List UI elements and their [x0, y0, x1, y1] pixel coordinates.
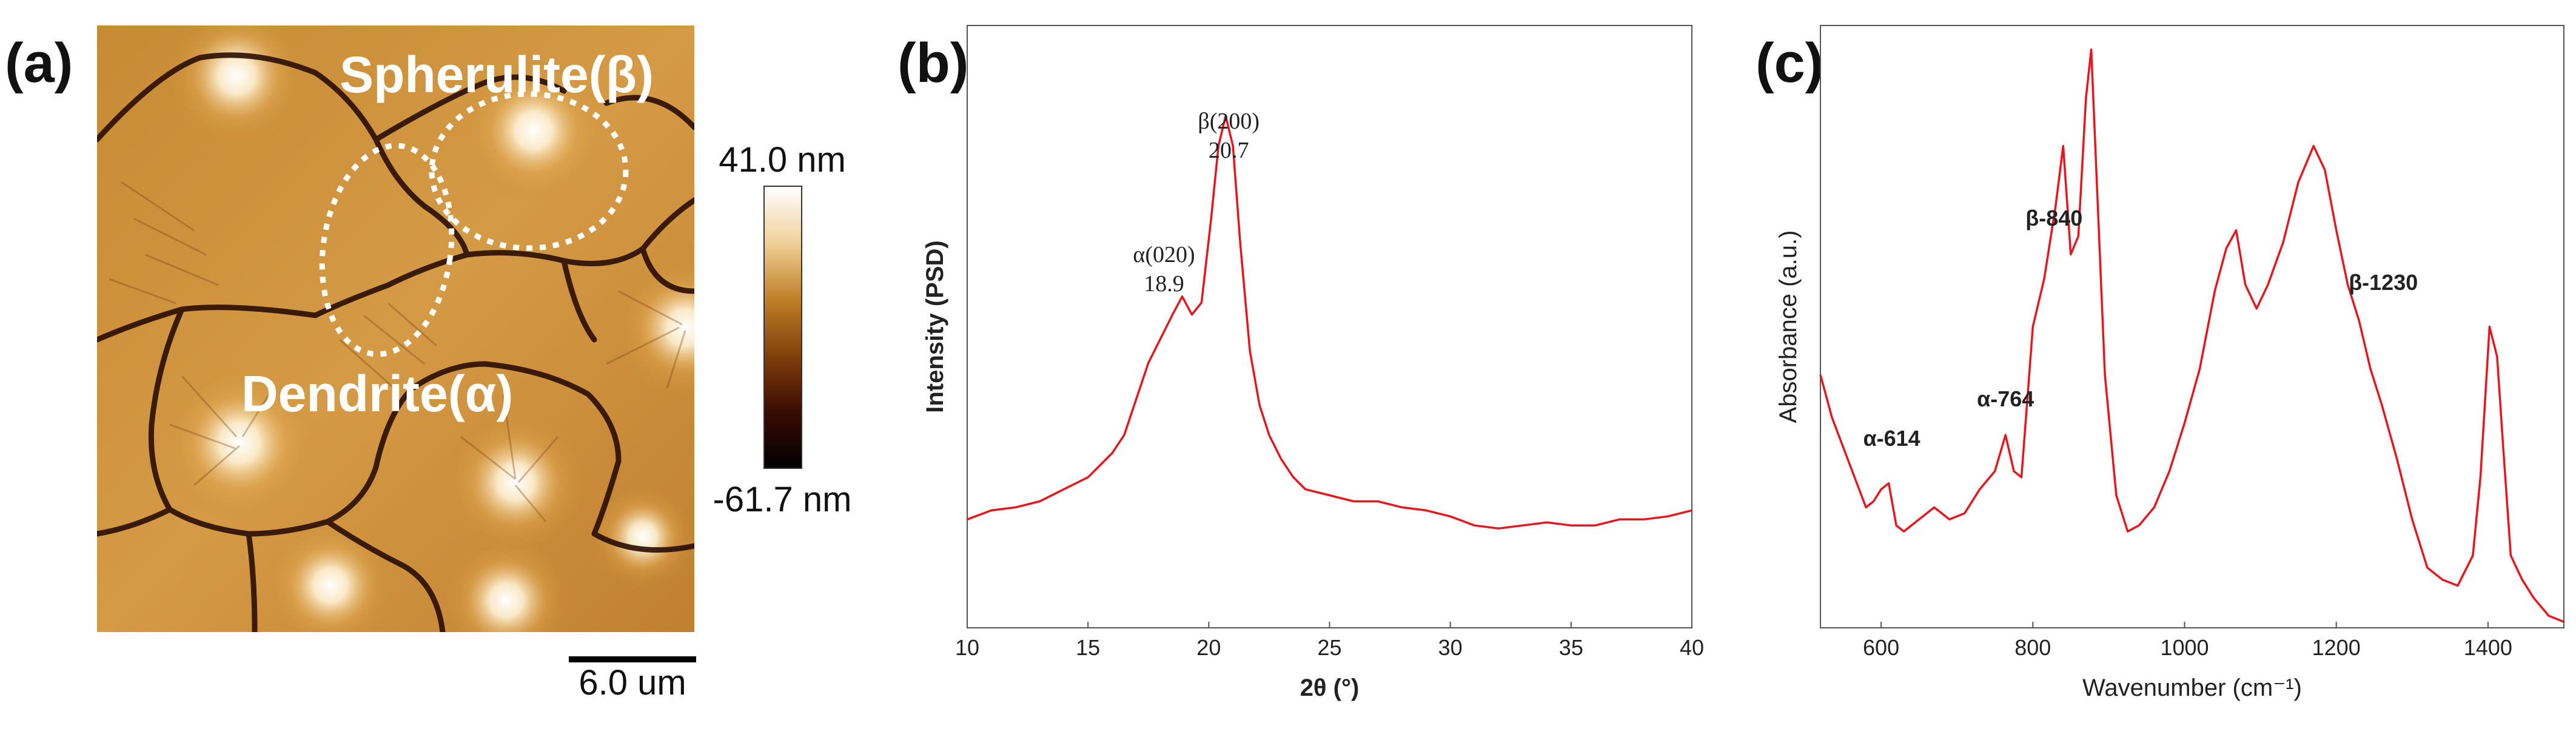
plot-frame: [1820, 25, 2564, 628]
x-tick-label: 1200: [2312, 635, 2361, 660]
annotation-beta-200-value: 20.7: [1209, 138, 1249, 163]
series-line: [1819, 48, 2564, 623]
plot-frame: [967, 25, 1692, 628]
x-tick-label: 1000: [2160, 635, 2209, 660]
x-tick-label: 600: [1863, 635, 1899, 660]
annotation-alpha-020-name: α(020): [1133, 242, 1195, 268]
annotation-beta-200-name: β(200): [1198, 109, 1259, 134]
panel-b-label: (b): [897, 32, 968, 94]
scale-bar-label: 6.0 um: [579, 663, 686, 702]
x-axis-label: Wavenumber (cm⁻¹): [2082, 675, 2302, 701]
y-axis-label: Intensity (PSD): [922, 240, 948, 412]
x-tick-label: 30: [1438, 635, 1463, 660]
spherulite-ellipse: [429, 91, 629, 251]
spherulite-label: Spherulite(β): [340, 46, 654, 103]
colorbar: [763, 186, 802, 469]
scale-bar: [569, 656, 696, 662]
x-tick-label: 35: [1559, 635, 1583, 660]
xrd-chart: 10 15 20 25 30 35 40 2θ (°) Intensity (PSD) α(020…: [922, 25, 1704, 701]
x-tick-label: 15: [1076, 635, 1100, 660]
annotation-alpha-020-value: 18.9: [1144, 271, 1184, 297]
x-axis-label: 2θ (°): [1300, 675, 1360, 701]
dendrite-label: Dendrite(α): [241, 365, 513, 422]
x-tick-label: 25: [1317, 635, 1341, 660]
colorbar-min: -61.7 nm: [713, 480, 852, 519]
x-tick-label: 20: [1196, 635, 1221, 660]
series-line: [967, 115, 1692, 530]
x-tick-label: 800: [2014, 635, 2051, 660]
x-tick-label: 40: [1680, 635, 1704, 660]
afm-image: [97, 25, 694, 632]
colorbar-max: 41.0 nm: [719, 140, 846, 180]
panel-a-label: (a): [5, 32, 73, 94]
annotation-peak: α-614: [1863, 426, 1920, 451]
x-tick-label: 10: [955, 635, 979, 660]
annotation-peak: β-1230: [2349, 270, 2418, 295]
x-tick-label: 1400: [2464, 635, 2512, 660]
annotation-peak: β-840: [2025, 206, 2082, 231]
y-axis-label: Absorbance (a.u.): [1775, 231, 1802, 423]
annotation-peak: α-764: [1977, 386, 2034, 411]
panel-c-label: (c): [1756, 32, 1823, 94]
dendrite-ellipse: [319, 143, 455, 357]
ftir-chart: 600 800 1000 1200 1400 Wavenumber (cm⁻¹) Absor…: [1775, 25, 2564, 701]
